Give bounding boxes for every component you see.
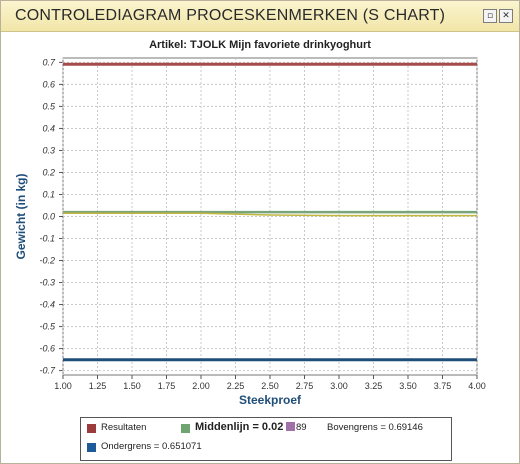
y-tick-label: 0.3 (42, 145, 55, 155)
legend-label-middenlijn: Middenlijn = 0.02 (195, 421, 284, 433)
x-tick-label: 4.00 (468, 381, 486, 391)
x-tick-label: 3.25 (365, 381, 383, 391)
y-tick-label: 0.1 (42, 189, 55, 199)
x-axis-label: Steekproef (239, 393, 302, 407)
y-tick-label: -0.2 (39, 256, 55, 266)
y-tick-label: 0.2 (42, 167, 55, 177)
x-tick-label: 2.50 (261, 381, 279, 391)
restore-icon[interactable]: ▫ (483, 9, 497, 23)
legend-label-ondergrens: Ondergrens = 0.651071 (101, 441, 202, 452)
y-axis-label: Gewicht (in kg) (14, 173, 28, 259)
y-tick-label: -0.6 (39, 344, 55, 354)
x-tick-label: 3.75 (434, 381, 452, 391)
y-tick-label: 0.4 (42, 123, 55, 133)
legend-swatch-resultaten (87, 424, 96, 433)
legend-swatch-ondergrens (87, 443, 96, 452)
x-tick-label: 1.00 (54, 381, 72, 391)
x-tick-label: 1.50 (123, 381, 141, 391)
legend-swatch-middenlijn (181, 424, 190, 433)
x-tick-label: 1.75 (158, 381, 176, 391)
legend-label-resultaten: Resultaten (101, 422, 147, 433)
y-tick-label: -0.1 (39, 234, 55, 244)
title-bar: CONTROLEDIAGRAM PROCESKENMERKEN (S CHART… (1, 1, 519, 32)
chart-title: Artikel: TJOLK Mijn favoriete drinkyoghu… (149, 39, 371, 51)
y-tick-label: 0.0 (42, 212, 55, 222)
legend-label-bovengrens: Bovengrens = 0.69146 (327, 422, 423, 433)
x-tick-label: 3.00 (330, 381, 348, 391)
y-tick-label: -0.5 (39, 322, 56, 332)
window-title: CONTROLEDIAGRAM PROCESKENMERKEN (S CHART… (15, 7, 446, 24)
x-tick-label: 2.75 (296, 381, 314, 391)
y-tick-label: -0.7 (39, 366, 56, 376)
legend: Resultaten Middenlijn = 0.02 89 Bovengre… (80, 417, 452, 461)
legend-label-middenlijn-tail: 89 (296, 422, 307, 433)
y-tick-label: -0.3 (39, 278, 55, 288)
y-tick-label: 0.5 (42, 101, 56, 111)
x-tick-label: 2.25 (227, 381, 245, 391)
series-line-resultaten (63, 212, 477, 217)
close-icon[interactable]: ✕ (499, 9, 513, 23)
y-tick-label: 0.7 (42, 57, 56, 67)
y-tick-label: -0.4 (39, 300, 55, 310)
x-tick-label: 3.50 (399, 381, 417, 391)
x-tick-label: 1.25 (89, 381, 107, 391)
legend-swatch-bovengrens (286, 422, 295, 431)
x-tick-label: 2.00 (192, 381, 210, 391)
y-tick-label: 0.6 (42, 79, 55, 89)
